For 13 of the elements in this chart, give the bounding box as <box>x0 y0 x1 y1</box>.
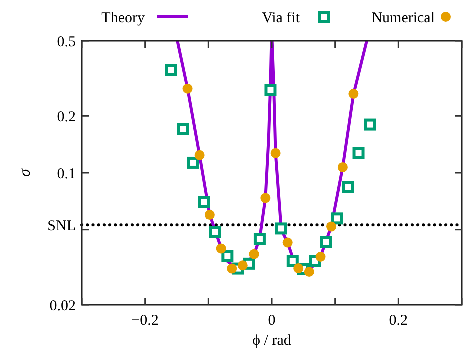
legend-label: Theory <box>102 10 146 26</box>
x-tick-label: 0 <box>268 313 276 329</box>
legend-label: Numerical <box>372 10 435 26</box>
y-tick-label: 0.2 <box>57 109 76 126</box>
y-tick-label: 0.5 <box>57 34 76 50</box>
y-tick-label: 0.1 <box>57 166 76 182</box>
legend-label: Via fit <box>262 10 301 26</box>
ref-line-label: SNL <box>48 218 76 234</box>
x-tick-label: −0.2 <box>132 313 159 329</box>
y-tick-label: 0.02 <box>50 298 76 314</box>
x-tick-label: 0.2 <box>389 313 408 329</box>
x-axis-title: ϕ / rad <box>252 333 292 349</box>
y-axis-title: σ <box>17 168 34 177</box>
